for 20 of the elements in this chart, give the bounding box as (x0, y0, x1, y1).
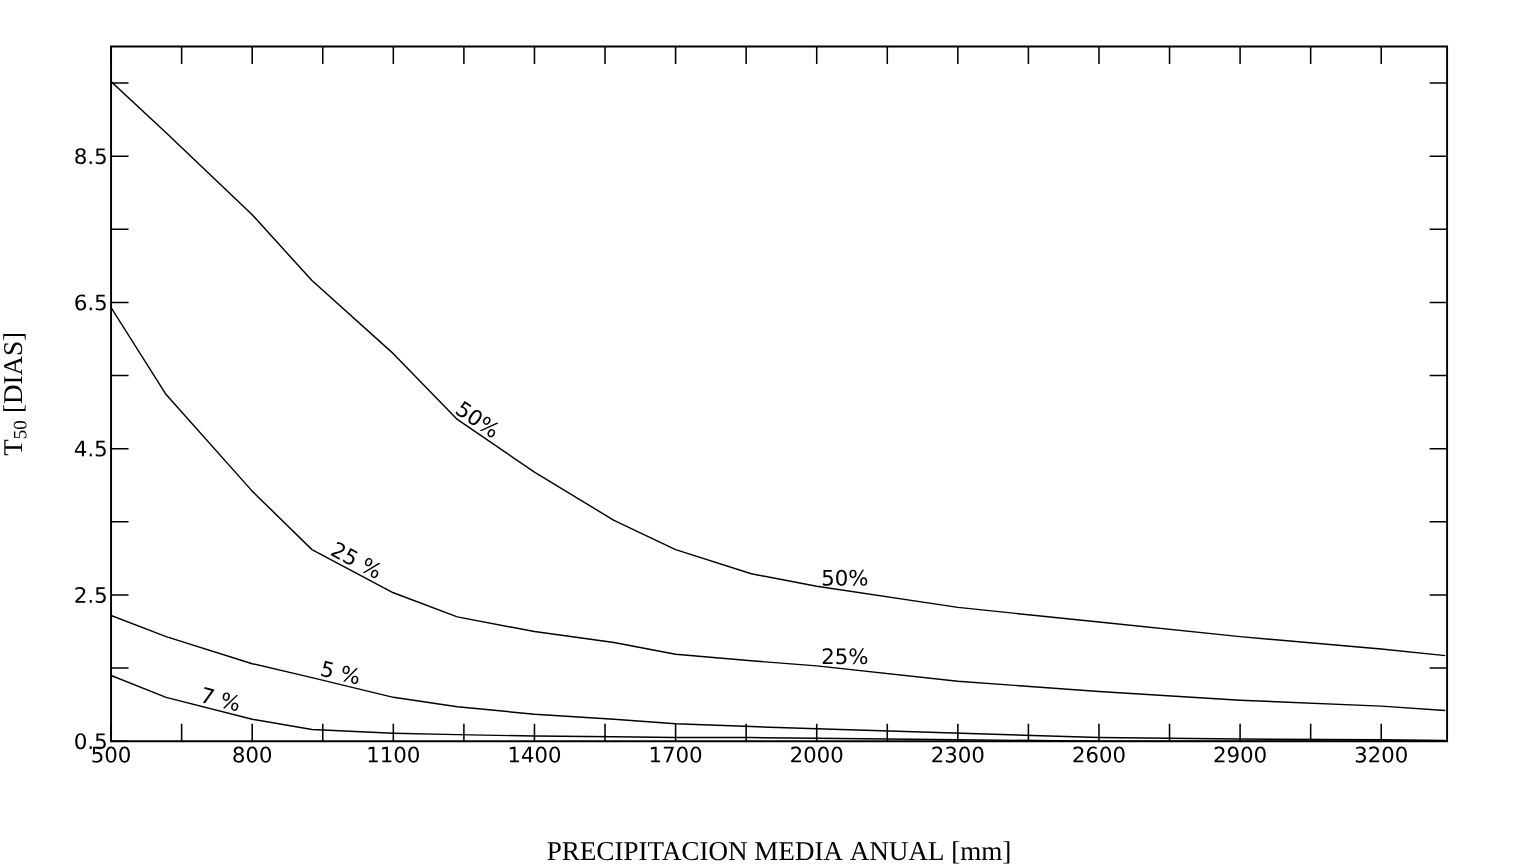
x-tick-label: 800 (233, 746, 272, 763)
annotation: 50% (822, 569, 868, 586)
y-tick-label: 4.5 (74, 440, 106, 457)
x-tick-label: 2900 (1214, 746, 1266, 763)
y-axis-title: T$_{50}$ [DIAS] (3, 334, 27, 456)
y-tick-label: 6.5 (75, 294, 106, 311)
x-tick-label: 1400 (509, 746, 561, 763)
y-tick-label: 2.5 (75, 587, 106, 604)
x-tick-label: 2300 (932, 746, 984, 763)
x-axis-title: PRECIPITACION MEDIA ANUAL [mm] (547, 841, 1010, 864)
text: 7 % (202, 687, 239, 712)
x-tick-label: 1700 (650, 746, 702, 763)
y-tick-label: 8.5 (75, 148, 106, 165)
x-tick-label: 2600 (1073, 746, 1125, 763)
text: 25 % (330, 542, 381, 579)
annotation: 25% (822, 648, 868, 665)
text: 5 % (320, 660, 359, 685)
x-tick-label: 3200 (1355, 746, 1407, 763)
x-tick-label: 2000 (791, 746, 843, 763)
x-tick-label: 1100 (368, 746, 419, 763)
